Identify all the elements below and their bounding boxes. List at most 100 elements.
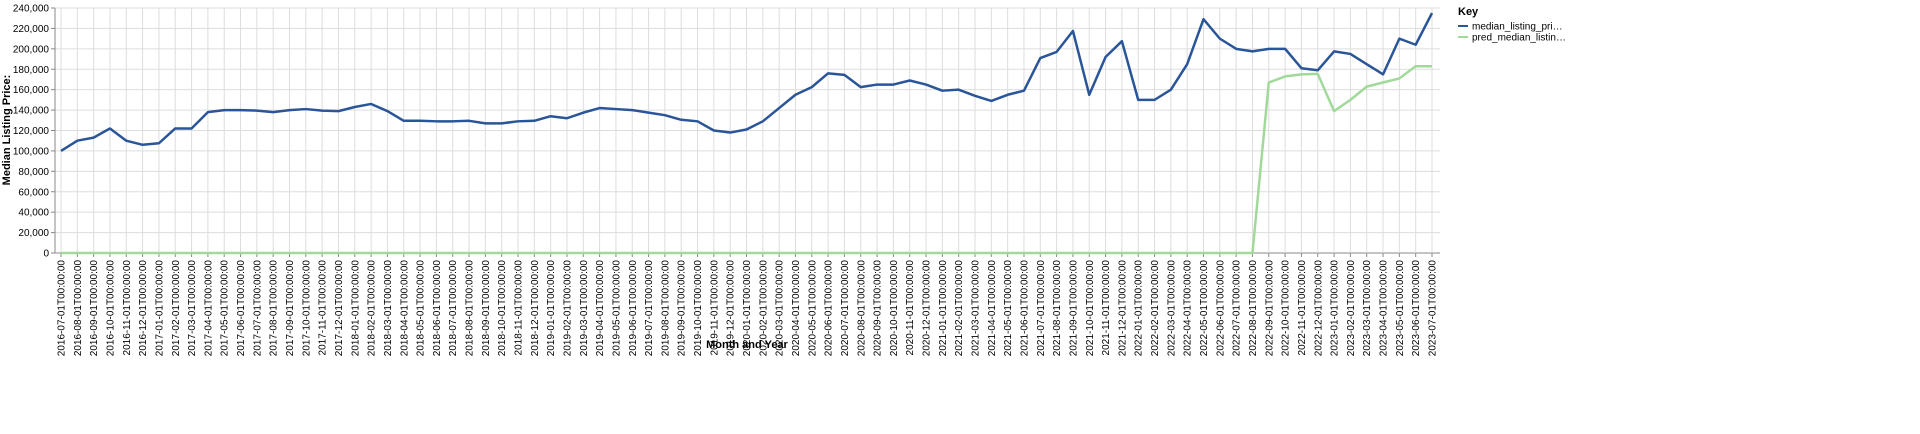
x-tick-label: 2020-05-01T00:00:00 — [807, 260, 818, 357]
x-tick-label: 2019-02-01T00:00:00 — [562, 260, 573, 357]
x-tick-label: 2019-05-01T00:00:00 — [611, 260, 622, 357]
x-tick-label: 2018-07-01T00:00:00 — [448, 260, 459, 357]
x-tick-label: 2017-05-01T00:00:00 — [220, 260, 231, 357]
x-tick-label: 2022-10-01T00:00:00 — [1281, 260, 1292, 357]
y-tick-label: 140,000 — [13, 106, 50, 117]
x-tick-label: 2023-03-01T00:00:00 — [1362, 260, 1373, 357]
y-tick-label: 120,000 — [13, 126, 50, 137]
x-tick-label: 2018-12-01T00:00:00 — [530, 260, 541, 357]
x-tick-label: 2021-05-01T00:00:00 — [1003, 260, 1014, 357]
x-tick-label: 2020-02-01T00:00:00 — [758, 260, 769, 357]
y-tick-label: 160,000 — [13, 85, 50, 96]
legend-label: median_listing_pri… — [1472, 22, 1563, 33]
x-tick-label: 2019-03-01T00:00:00 — [579, 260, 590, 357]
y-tick-label: 80,000 — [18, 167, 49, 178]
x-tick-label: 2020-01-01T00:00:00 — [742, 260, 753, 357]
x-tick-label: 2022-08-01T00:00:00 — [1248, 260, 1259, 357]
x-tick-label: 2019-04-01T00:00:00 — [595, 260, 606, 357]
x-tick-label: 2017-08-01T00:00:00 — [269, 260, 280, 357]
x-tick-label: 2019-07-01T00:00:00 — [644, 260, 655, 357]
x-tick-label: 2017-11-01T00:00:00 — [318, 260, 329, 356]
x-tick-label: 2016-09-01T00:00:00 — [89, 260, 100, 357]
x-tick-label: 2017-06-01T00:00:00 — [236, 260, 247, 357]
x-tick-label: 2020-04-01T00:00:00 — [791, 260, 802, 357]
x-tick-label: 2020-12-01T00:00:00 — [922, 260, 933, 357]
line — [61, 64, 1432, 255]
y-tick-label: 180,000 — [13, 65, 50, 76]
x-tick-label: 2017-02-01T00:00:00 — [171, 260, 182, 357]
x-tick-label: 2021-01-01T00:00:00 — [938, 260, 949, 357]
line — [60, 12, 1434, 152]
x-tick-label: 2018-08-01T00:00:00 — [465, 260, 476, 357]
x-tick-label: 2017-12-01T00:00:00 — [334, 260, 345, 357]
x-tick-label: 2021-04-01T00:00:00 — [987, 260, 998, 357]
x-tick-label: 2021-11-01T00:00:00 — [1101, 260, 1112, 356]
x-tick-label: 2022-12-01T00:00:00 — [1313, 260, 1324, 357]
legend-title: Key — [1458, 6, 1479, 18]
y-tick-label: 60,000 — [18, 187, 49, 198]
x-tick-label: 2016-10-01T00:00:00 — [105, 260, 116, 357]
x-tick-label: 2018-10-01T00:00:00 — [497, 260, 508, 357]
x-tick-label: 2018-01-01T00:00:00 — [350, 260, 361, 357]
x-tick-label: 2021-09-01T00:00:00 — [1068, 260, 1079, 357]
x-tick-label: 2016-07-01T00:00:00 — [57, 260, 68, 357]
y-tick-label: 0 — [43, 249, 49, 260]
x-tick-label: 2023-07-01T00:00:00 — [1428, 260, 1439, 357]
x-tick-label: 2019-12-01T00:00:00 — [726, 260, 737, 357]
x-tick-label: 2022-03-01T00:00:00 — [1166, 260, 1177, 357]
x-tick-label: 2022-07-01T00:00:00 — [1232, 260, 1243, 357]
x-tick-label: 2016-11-01T00:00:00 — [122, 260, 133, 356]
x-tick-label: 2023-05-01T00:00:00 — [1395, 260, 1406, 357]
x-tick-label: 2018-09-01T00:00:00 — [481, 260, 492, 357]
x-tick-label: 2017-01-01T00:00:00 — [154, 260, 165, 357]
x-tick-label: 2017-03-01T00:00:00 — [187, 260, 198, 357]
x-tick-label: 2023-02-01T00:00:00 — [1346, 260, 1357, 357]
x-tick-label: 2020-06-01T00:00:00 — [824, 260, 835, 357]
x-tick-label: 2021-02-01T00:00:00 — [954, 260, 965, 357]
x-tick-label: 2021-07-01T00:00:00 — [1036, 260, 1047, 357]
x-tick-label: 2022-11-01T00:00:00 — [1297, 260, 1308, 356]
x-tick-label: 2023-01-01T00:00:00 — [1330, 260, 1341, 357]
x-tick-label: 2018-05-01T00:00:00 — [416, 260, 427, 357]
x-axis-title: Month and Year — [706, 339, 788, 351]
x-tick-label: 2019-01-01T00:00:00 — [546, 260, 557, 357]
x-tick-label: 2022-05-01T00:00:00 — [1199, 260, 1210, 357]
x-tick-label: 2021-08-01T00:00:00 — [1052, 260, 1063, 357]
x-tick-label: 2019-10-01T00:00:00 — [693, 260, 704, 357]
y-tick-label: 100,000 — [13, 146, 50, 157]
x-tick-label: 2022-06-01T00:00:00 — [1215, 260, 1226, 357]
x-tick-label: 2020-07-01T00:00:00 — [840, 260, 851, 357]
x-tick-label: 2020-03-01T00:00:00 — [775, 260, 786, 357]
x-tick-label: 2018-04-01T00:00:00 — [399, 260, 410, 357]
x-tick-label: 2020-08-01T00:00:00 — [856, 260, 867, 357]
y-tick-label: 240,000 — [13, 4, 50, 15]
x-tick-label: 2021-06-01T00:00:00 — [1019, 260, 1030, 357]
x-tick-label: 2021-03-01T00:00:00 — [971, 260, 982, 357]
x-tick-label: 2017-10-01T00:00:00 — [301, 260, 312, 357]
x-tick-label: 2022-02-01T00:00:00 — [1150, 260, 1161, 357]
x-tick-label: 2021-12-01T00:00:00 — [1117, 260, 1128, 357]
x-tick-label: 2019-11-01T00:00:00 — [709, 260, 720, 356]
x-tick-label: 2016-08-01T00:00:00 — [73, 260, 84, 357]
x-tick-label: 2020-11-01T00:00:00 — [905, 260, 916, 356]
x-tick-label: 2018-06-01T00:00:00 — [432, 260, 443, 357]
y-axis-title: Median Listing Price: — [1, 75, 13, 186]
y-tick-label: 20,000 — [18, 228, 49, 239]
y-tick-label: 220,000 — [13, 24, 50, 35]
x-tick-label: 2018-02-01T00:00:00 — [367, 260, 378, 357]
x-tick-label: 2017-07-01T00:00:00 — [252, 260, 263, 357]
x-tick-label: 2019-09-01T00:00:00 — [677, 260, 688, 357]
x-tick-label: 2020-09-01T00:00:00 — [873, 260, 884, 357]
x-tick-label: 2017-09-01T00:00:00 — [285, 260, 296, 357]
y-tick-label: 200,000 — [13, 44, 50, 55]
x-tick-label: 2016-12-01T00:00:00 — [138, 260, 149, 357]
x-tick-label: 2019-08-01T00:00:00 — [660, 260, 671, 357]
legend-label: pred_median_listin… — [1472, 33, 1566, 44]
x-tick-label: 2022-01-01T00:00:00 — [1134, 260, 1145, 357]
x-tick-label: 2018-03-01T00:00:00 — [383, 260, 394, 357]
x-tick-label: 2022-04-01T00:00:00 — [1183, 260, 1194, 357]
x-tick-label: 2022-09-01T00:00:00 — [1264, 260, 1275, 357]
x-tick-label: 2023-04-01T00:00:00 — [1379, 260, 1390, 357]
y-tick-label: 40,000 — [18, 208, 49, 219]
